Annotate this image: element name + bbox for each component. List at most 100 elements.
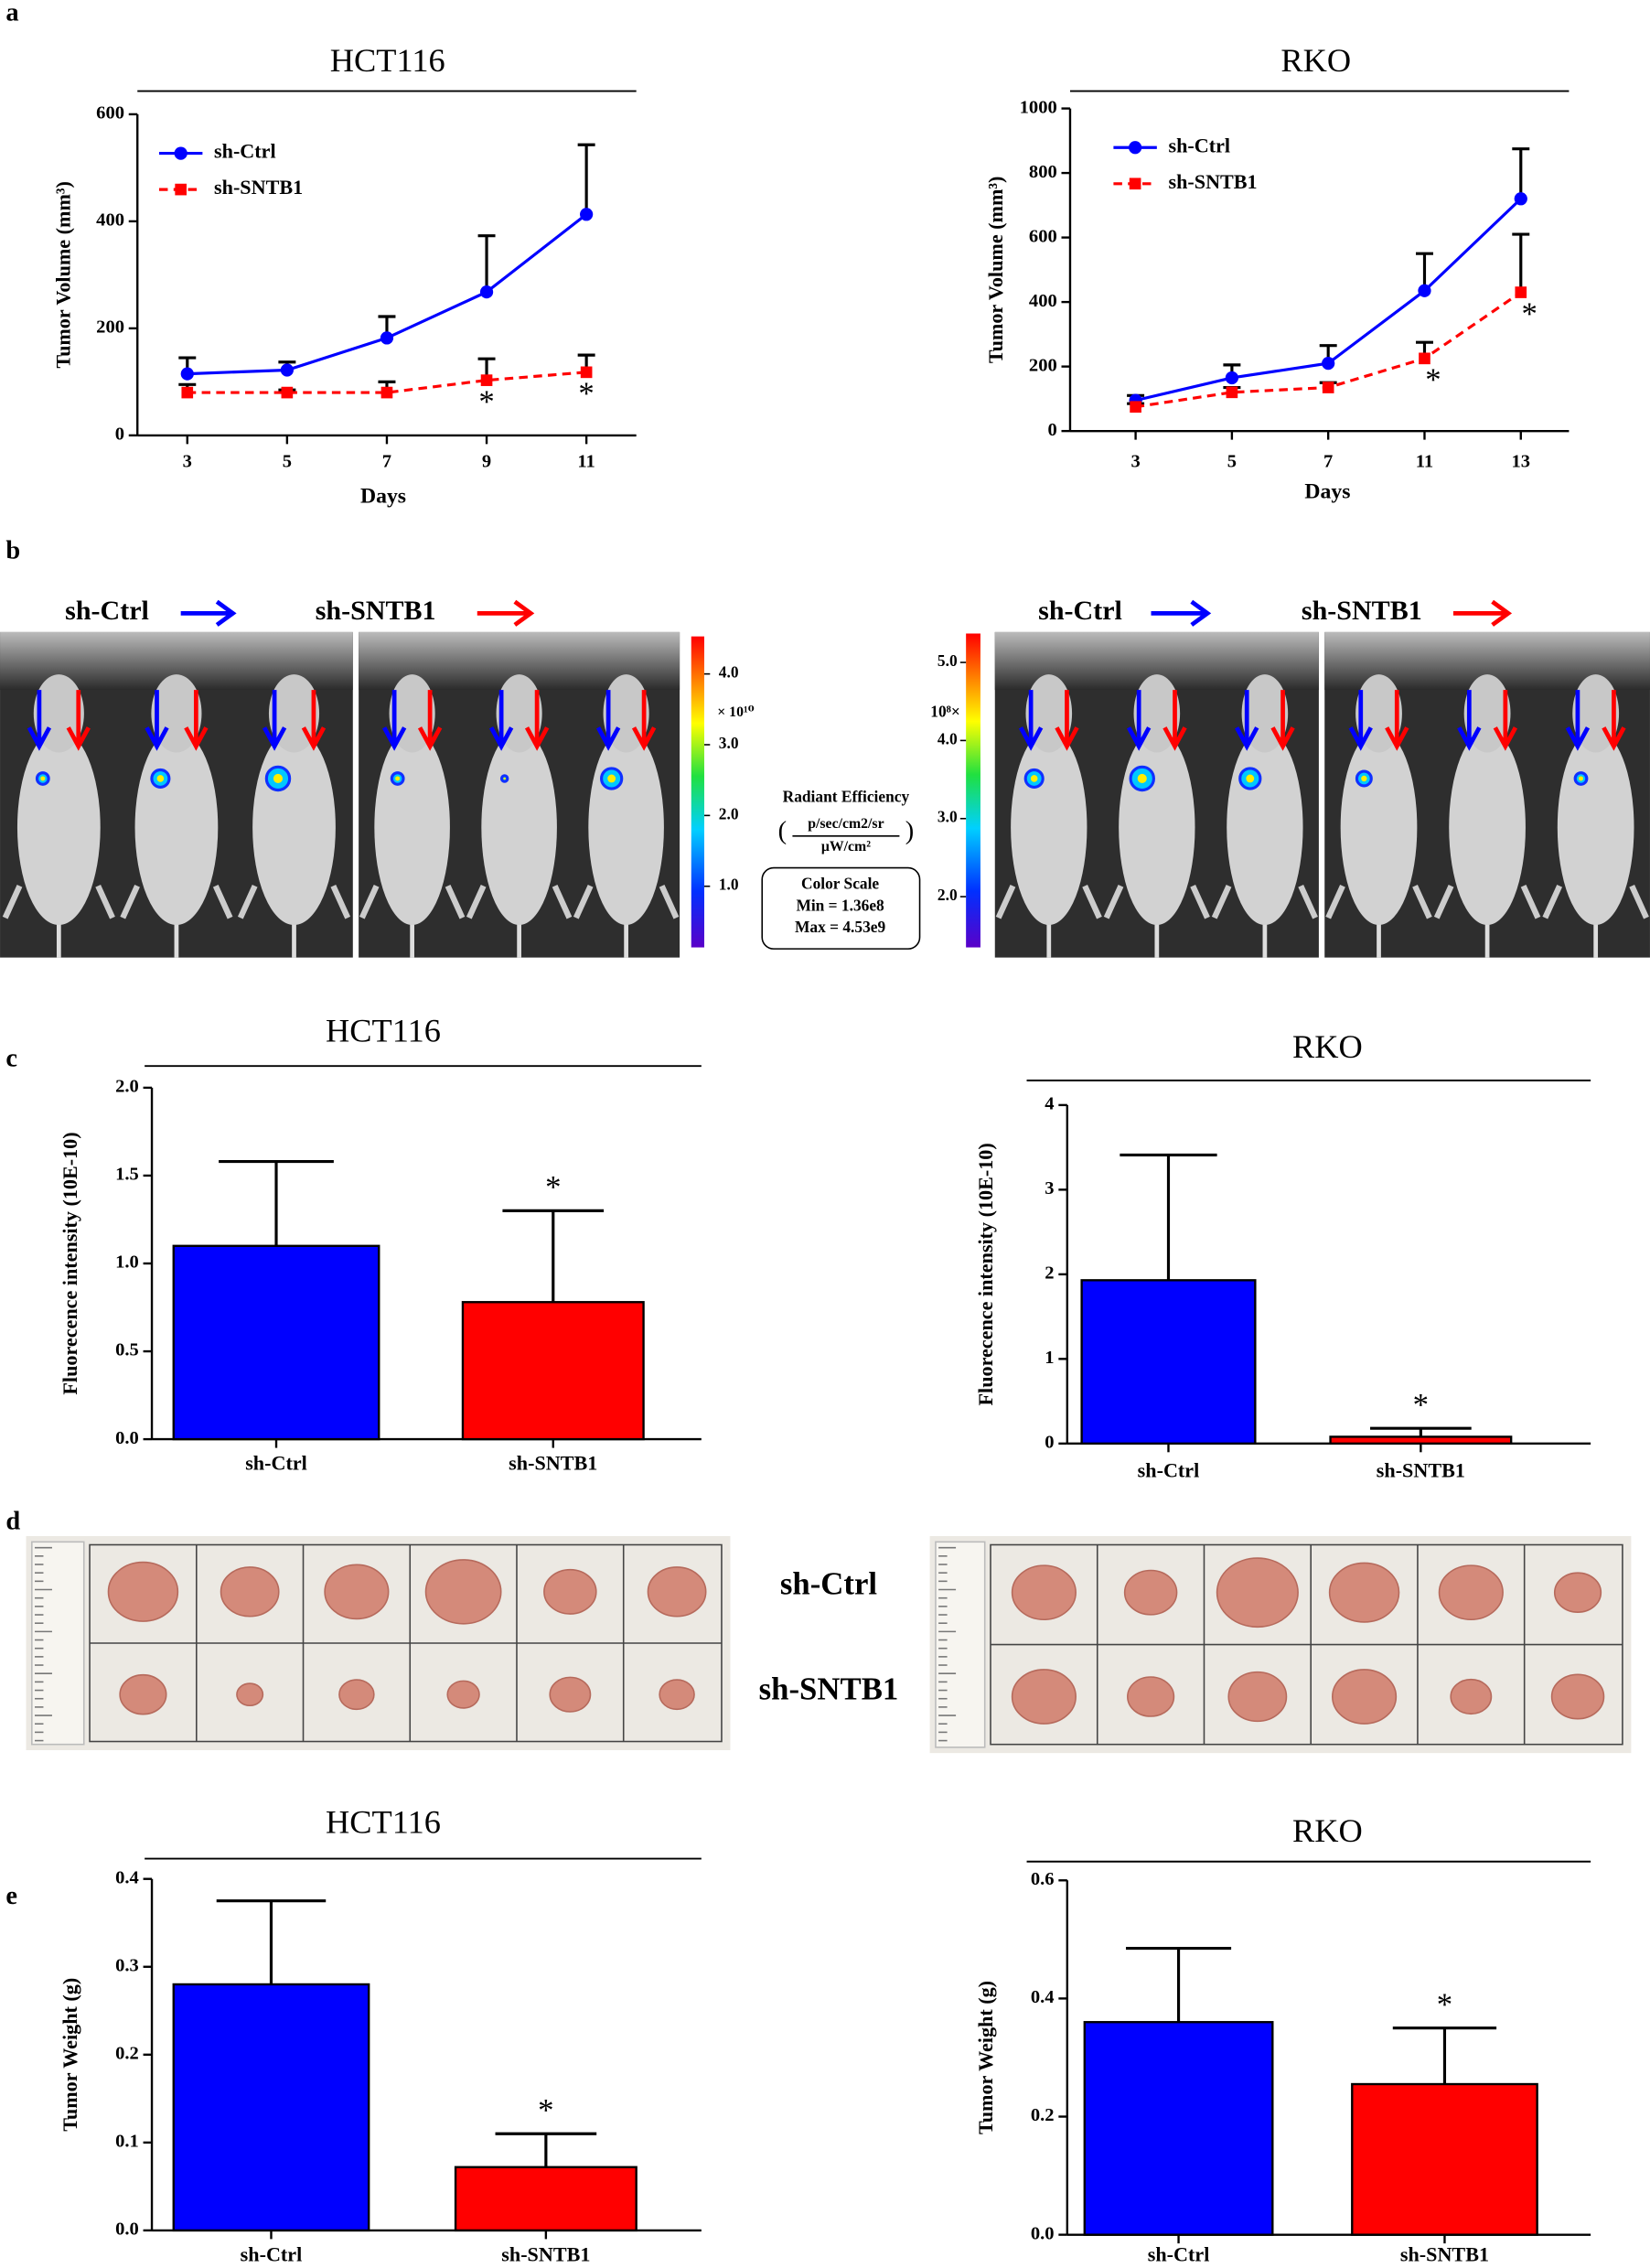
- arrow: [1162, 690, 1187, 751]
- panel-letter: e: [5, 1882, 17, 1910]
- error-bar: [502, 1209, 605, 1303]
- signal-core: [1246, 774, 1255, 783]
- paren: (: [778, 817, 787, 845]
- x-tick-label: 7: [382, 452, 391, 472]
- x-tick-label: 13: [1512, 452, 1531, 472]
- signal-core: [503, 777, 506, 780]
- ruler: [935, 1541, 986, 1748]
- mouse-body: [1227, 729, 1303, 926]
- tumor: [543, 1568, 597, 1615]
- significance: *: [1437, 1987, 1452, 2023]
- y-tick-label: 400: [1029, 291, 1057, 311]
- y-tick-label: 3: [1045, 1178, 1054, 1198]
- significance: *: [1425, 362, 1441, 398]
- y-tick-label: 1000: [1020, 97, 1057, 117]
- tumor: [1011, 1669, 1077, 1725]
- ruler: [31, 1541, 85, 1746]
- bar: [1083, 2021, 1274, 2236]
- y-axis-label: Tumor Weight (g): [974, 1981, 997, 2134]
- y-tick-label: 200: [1029, 355, 1057, 375]
- mouse-legs: [120, 885, 233, 919]
- error-bar: [1392, 2026, 1497, 2085]
- color-tick-label: 2.0: [719, 805, 739, 822]
- tumor: [1438, 1564, 1504, 1621]
- marker: [580, 366, 593, 379]
- signal-core: [156, 775, 165, 782]
- tumor: [1216, 1557, 1299, 1628]
- chart: RKO Tumor Volume (mm³) Days 0 200 400 600 800 10…: [984, 42, 1570, 504]
- label-arrows: [180, 599, 1513, 627]
- arrow: [180, 599, 237, 627]
- y-tick-label: 0.3: [115, 1955, 139, 1975]
- y-tick-label: 0.0: [1031, 2223, 1055, 2243]
- y-axis-label: Tumor Volume (mm³): [51, 181, 74, 369]
- tumor: [424, 1559, 502, 1625]
- tumor: [1127, 1676, 1175, 1717]
- marker: [1514, 192, 1527, 206]
- series-line: [187, 371, 587, 394]
- x-tick-label: 5: [1227, 452, 1237, 472]
- mouse-body: [252, 729, 336, 926]
- arrow: [1127, 690, 1152, 751]
- tumor: [1553, 1572, 1602, 1613]
- arrow: [477, 599, 535, 627]
- tumor: [1450, 1678, 1493, 1715]
- signal-core: [40, 776, 46, 781]
- bar: [172, 1983, 370, 2232]
- chart-title: RKO: [1280, 42, 1351, 79]
- y-tick-label: 0.6: [1031, 1869, 1055, 1889]
- tumor: [236, 1682, 264, 1707]
- significance: *: [578, 376, 594, 412]
- chart: RKO Fluorecence intensity (10E-10) 0 1 2 3 4 sh…: [974, 1028, 1591, 1482]
- marker: [480, 374, 493, 386]
- error-bar: [1120, 1153, 1217, 1281]
- marker: [181, 386, 194, 399]
- y-tick-label: 0: [1045, 1433, 1054, 1453]
- x-tick-label: sh-SNTB1: [1377, 1459, 1465, 1482]
- x-tick-label: 3: [1130, 452, 1140, 472]
- panel-letter: b: [5, 536, 20, 564]
- mouse-legs: [466, 885, 573, 919]
- group-label: sh-Ctrl: [65, 596, 149, 626]
- arrow: [381, 690, 407, 751]
- significance: *: [1522, 296, 1538, 331]
- legend-box-title: Color Scale: [801, 876, 879, 893]
- tumor: [338, 1679, 375, 1711]
- y-tick-label: 0.0: [115, 2220, 139, 2240]
- mouse-legs: [1433, 885, 1541, 919]
- chart: HCT116 Tumor Volume (mm³) Days 0 200 400 600 3 5…: [51, 42, 637, 508]
- bar: [1329, 1435, 1513, 1446]
- marker: [479, 285, 494, 299]
- x-tick-label: sh-SNTB1: [509, 1452, 597, 1475]
- legend-box: [761, 866, 921, 950]
- tumor: [1550, 1673, 1605, 1720]
- mouse-legs: [1542, 885, 1649, 919]
- panel-letter: c: [5, 1044, 17, 1072]
- signal-core: [1137, 773, 1147, 784]
- chart-title: HCT116: [326, 1804, 441, 1841]
- marker: [180, 367, 194, 381]
- x-tick-label: 11: [577, 452, 595, 472]
- y-tick-label: 1.5: [115, 1165, 139, 1185]
- y-tick-label: 0.2: [1031, 2105, 1055, 2125]
- color-tick-label: 4.0: [719, 664, 739, 682]
- chart: HCT116 Fluorecence intensity (10E-10) 0.0 0…: [59, 1013, 702, 1475]
- y-tick-label: 0.4: [1031, 1987, 1055, 2007]
- bar: [454, 2166, 638, 2232]
- legend-marker: [174, 146, 188, 160]
- x-axis-label: Days: [1304, 480, 1350, 504]
- arrow: [66, 690, 91, 751]
- y-tick-label: 0.2: [115, 2044, 139, 2064]
- color-bar: [966, 633, 980, 948]
- legend-marker: [175, 183, 187, 196]
- panel-letter: a: [5, 0, 18, 27]
- marker: [380, 331, 394, 345]
- legend-label: sh-Ctrl: [214, 140, 276, 163]
- arrow: [301, 690, 327, 751]
- tumor: [119, 1673, 167, 1715]
- tumor: [549, 1676, 592, 1713]
- group-label: sh-SNTB1: [316, 596, 436, 626]
- error-bar: [477, 234, 496, 293]
- marker: [1225, 371, 1239, 385]
